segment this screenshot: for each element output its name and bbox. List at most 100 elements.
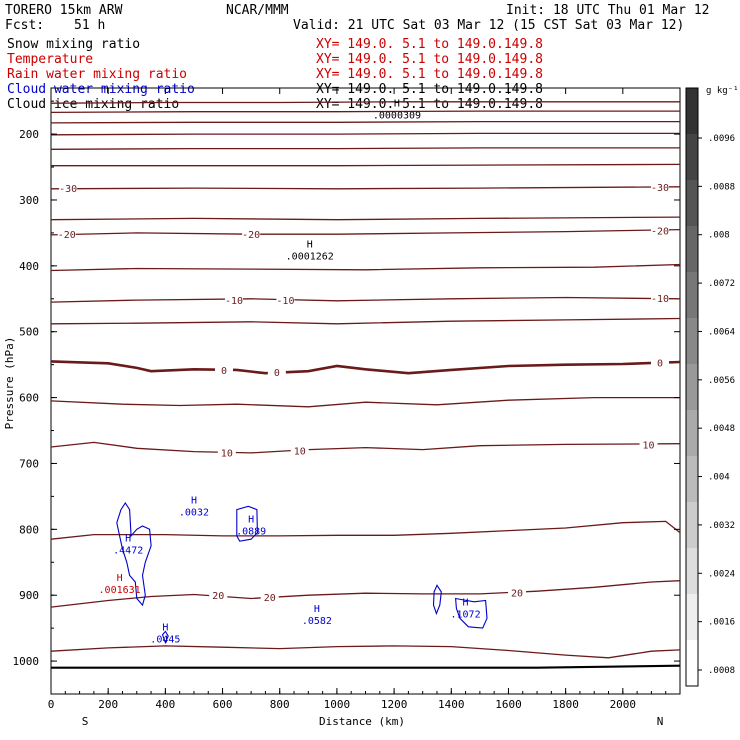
contour-label: -30 <box>59 184 77 195</box>
y-tick-label: 300 <box>19 194 39 207</box>
contour-label: 10 <box>294 446 306 457</box>
high-marker: H <box>162 622 168 633</box>
colorbar-swatch <box>686 548 698 595</box>
x-tick-label: 600 <box>213 698 233 711</box>
axes: 0 200 400 600 800 1000 1200 1400 1600 1800 2000200… <box>13 88 681 711</box>
colorbar-border <box>685 87 699 687</box>
high-value: .0001262 <box>286 252 334 263</box>
contour-label-bg <box>267 365 286 377</box>
contour-label-bg <box>650 224 669 236</box>
temperature-contour <box>50 120 680 124</box>
colorbar-tick-label: .0032 <box>708 521 735 531</box>
contour-label: 0 <box>657 359 663 370</box>
colorbar-tick-label: .0088 <box>708 182 735 192</box>
temperature-contour <box>50 296 681 303</box>
cloud-water-contour <box>432 584 442 616</box>
x-tick-label: 1200 <box>381 698 408 711</box>
colorbar-tick-label: .0048 <box>708 424 735 434</box>
contour-label: 20 <box>511 589 523 600</box>
colorbar-swatch <box>686 364 698 411</box>
colorbar-swatch <box>686 410 698 457</box>
fields-legend: Snow mixing ratio XY= 149.0. 5.1 to 149.0… <box>7 37 543 112</box>
temperature-contour <box>50 101 680 104</box>
temperature-contour <box>51 163 681 167</box>
colorbar-tick-label: .008 <box>708 231 730 241</box>
high-marker: H <box>117 573 123 584</box>
field-coords: XY= 149.0. 5.1 to 149.0.149.8 <box>316 67 543 82</box>
y-tick-label: 700 <box>19 457 39 470</box>
fcst-value: 51 h <box>74 18 105 33</box>
field-name: Cloud water mixing ratio <box>7 82 195 97</box>
y-tick-label: 200 <box>19 128 39 141</box>
high-marker: H <box>125 533 131 544</box>
cloud-water-contour <box>116 501 152 607</box>
contour-label-bg <box>242 228 261 240</box>
temperature-contour <box>50 396 680 408</box>
colorbar-unit: g kg⁻¹ <box>706 86 739 96</box>
colorbar-swatch <box>686 180 698 227</box>
colorbar-tick-label: .0024 <box>708 569 735 579</box>
contour-label-bg <box>508 586 527 598</box>
colorbar-swatch <box>686 456 698 503</box>
temperature-contour <box>50 186 681 190</box>
colorbar-tick-label: .0016 <box>708 618 735 628</box>
contour-label-bg <box>224 294 243 306</box>
cloud-water-contour <box>236 505 258 542</box>
contour-label-bg <box>639 438 658 450</box>
x-tick-label: 1600 <box>495 698 522 711</box>
x-tick-label: 800 <box>270 698 290 711</box>
x-tick-label: 0 <box>48 698 55 711</box>
x-tick-label: 1800 <box>552 698 579 711</box>
init-time: Init: 18 UTC Thu 01 Mar 12 <box>506 3 710 18</box>
contour-label-bg <box>650 180 669 192</box>
field-name: Rain water mixing ratio <box>7 67 187 82</box>
y-tick-label: 800 <box>19 523 39 536</box>
cloud-water-contour <box>161 630 169 645</box>
temperature-contour <box>50 147 680 150</box>
plot-frame <box>50 87 681 695</box>
south-label: S <box>82 715 89 728</box>
colorbar-tick-label: .0008 <box>708 666 735 676</box>
contour-label: 0 <box>274 368 280 379</box>
north-label: N <box>657 715 664 728</box>
temperature-contour <box>50 263 681 272</box>
y-tick-label: 1000 <box>13 655 40 668</box>
cloud-water-contour <box>454 597 488 629</box>
cloud-water-contours <box>116 501 488 645</box>
colorbar-swatch <box>686 594 698 641</box>
contour-label: -10 <box>225 296 243 307</box>
high-marker: H <box>463 597 469 608</box>
temperature-contour <box>50 580 681 608</box>
colorbar-tick-label: .0056 <box>708 376 735 386</box>
contour-label-bg <box>214 363 233 375</box>
field-coords: XY= 149.0. 5.1 to 149.0.149.8 <box>316 97 543 112</box>
colorbar-swatch <box>686 134 698 181</box>
contour-label: -10 <box>276 296 294 307</box>
y-axis-label: Pressure (hPa) <box>3 337 16 430</box>
colorbar-swatch <box>686 640 698 687</box>
high-marker: H <box>248 514 254 525</box>
colorbar-tick-label: .0072 <box>708 279 735 289</box>
y-tick-label: 400 <box>19 260 39 273</box>
contour-label-bg <box>209 589 228 601</box>
colorbar-swatch <box>686 502 698 549</box>
contour-label-bg <box>57 228 76 240</box>
plot-border <box>50 87 681 695</box>
x-tick-label: 1400 <box>438 698 465 711</box>
org-title: NCAR/MMM <box>226 3 289 18</box>
high-value: .0032 <box>179 507 209 518</box>
high-marker: H <box>314 604 320 615</box>
high-value: .0582 <box>302 616 332 627</box>
temperature-contour <box>50 110 680 114</box>
x-tick-label: 400 <box>155 698 175 711</box>
temperature-contour <box>50 216 681 221</box>
y-tick-label: 500 <box>19 326 39 339</box>
temperature-contour <box>50 360 681 375</box>
colorbar-tick-label: .004 <box>708 473 730 483</box>
contour-label: 10 <box>221 448 233 459</box>
contour-label: -20 <box>651 226 669 237</box>
surface-line <box>51 664 681 669</box>
fcst-label: Fcst: <box>5 18 44 33</box>
high-value: .0445 <box>150 634 180 645</box>
